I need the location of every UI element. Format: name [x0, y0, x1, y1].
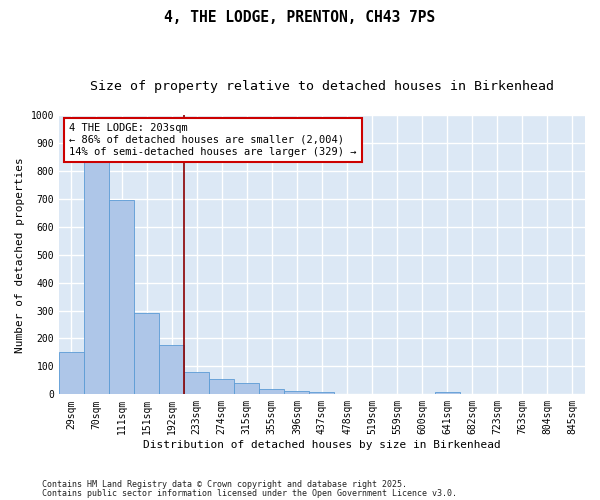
Bar	[259, 388, 284, 394]
Bar	[84, 162, 109, 394]
Bar	[284, 391, 310, 394]
Text: 4 THE LODGE: 203sqm
← 86% of detached houses are smaller (2,004)
14% of semi-det: 4 THE LODGE: 203sqm ← 86% of detached ho…	[70, 124, 357, 156]
Bar	[209, 379, 234, 394]
Title: Size of property relative to detached houses in Birkenhead: Size of property relative to detached ho…	[90, 80, 554, 93]
Text: Contains public sector information licensed under the Open Government Licence v3: Contains public sector information licen…	[42, 488, 457, 498]
Bar	[59, 352, 84, 395]
Bar	[234, 382, 259, 394]
X-axis label: Distribution of detached houses by size in Birkenhead: Distribution of detached houses by size …	[143, 440, 501, 450]
Bar	[310, 392, 334, 394]
Bar	[159, 344, 184, 395]
Bar	[134, 314, 159, 394]
Text: 4, THE LODGE, PRENTON, CH43 7PS: 4, THE LODGE, PRENTON, CH43 7PS	[164, 10, 436, 25]
Text: Contains HM Land Registry data © Crown copyright and database right 2025.: Contains HM Land Registry data © Crown c…	[42, 480, 407, 489]
Bar	[434, 392, 460, 394]
Y-axis label: Number of detached properties: Number of detached properties	[15, 157, 25, 352]
Bar	[109, 200, 134, 394]
Bar	[184, 372, 209, 394]
